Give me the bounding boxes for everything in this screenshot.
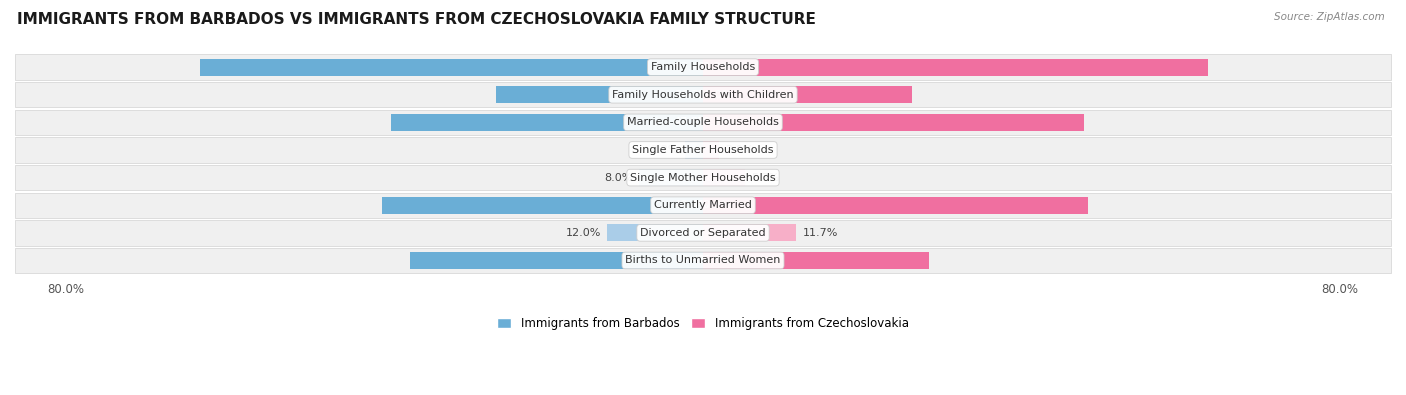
Bar	[703, 141, 718, 158]
Text: IMMIGRANTS FROM BARBADOS VS IMMIGRANTS FROM CZECHOSLOVAKIA FAMILY STRUCTURE: IMMIGRANTS FROM BARBADOS VS IMMIGRANTS F…	[17, 12, 815, 27]
Text: 63.2%: 63.2%	[696, 62, 733, 72]
Bar	[496, 86, 703, 103]
Text: Divorced or Separated: Divorced or Separated	[640, 228, 766, 238]
Text: Source: ZipAtlas.com: Source: ZipAtlas.com	[1274, 12, 1385, 22]
Text: 39.2%: 39.2%	[696, 117, 733, 127]
Bar	[15, 248, 1391, 273]
Bar	[686, 141, 703, 158]
Text: Married-couple Households: Married-couple Households	[627, 117, 779, 127]
Text: Family Households with Children: Family Households with Children	[612, 90, 794, 100]
Text: Family Households: Family Households	[651, 62, 755, 72]
Text: 5.3%: 5.3%	[752, 173, 780, 182]
Bar	[607, 224, 703, 241]
Text: 11.7%: 11.7%	[803, 228, 838, 238]
Text: 48.4%: 48.4%	[673, 200, 710, 210]
Text: 47.8%: 47.8%	[673, 117, 710, 127]
Text: 36.8%: 36.8%	[696, 256, 733, 265]
Text: 2.2%: 2.2%	[651, 145, 679, 155]
Bar	[382, 197, 703, 214]
Bar	[703, 224, 796, 241]
Legend: Immigrants from Barbados, Immigrants from Czechoslovakia: Immigrants from Barbados, Immigrants fro…	[492, 312, 914, 335]
Bar	[15, 165, 1391, 190]
Text: 26.0%: 26.0%	[696, 90, 733, 100]
Text: Births to Unmarried Women: Births to Unmarried Women	[626, 256, 780, 265]
Bar	[411, 252, 703, 269]
Bar	[391, 114, 703, 131]
Bar	[703, 86, 911, 103]
Bar	[15, 137, 1391, 163]
Bar	[15, 192, 1391, 218]
Bar	[703, 197, 1088, 214]
Text: 63.4%: 63.4%	[673, 62, 710, 72]
Bar	[15, 220, 1391, 246]
Bar	[15, 82, 1391, 107]
Text: 2.0%: 2.0%	[725, 145, 754, 155]
Bar	[703, 169, 745, 186]
Bar	[703, 114, 1084, 131]
Bar	[15, 110, 1391, 135]
Text: Single Mother Households: Single Mother Households	[630, 173, 776, 182]
Text: 8.0%: 8.0%	[605, 173, 633, 182]
Text: 28.4%: 28.4%	[673, 256, 710, 265]
Text: 12.0%: 12.0%	[565, 228, 602, 238]
Bar	[703, 58, 1208, 76]
Bar	[703, 252, 929, 269]
Text: 26.2%: 26.2%	[673, 90, 710, 100]
Bar	[15, 55, 1391, 80]
Text: Single Father Households: Single Father Households	[633, 145, 773, 155]
Bar	[200, 58, 703, 76]
Text: Currently Married: Currently Married	[654, 200, 752, 210]
Bar	[640, 169, 703, 186]
Text: 40.3%: 40.3%	[696, 200, 733, 210]
